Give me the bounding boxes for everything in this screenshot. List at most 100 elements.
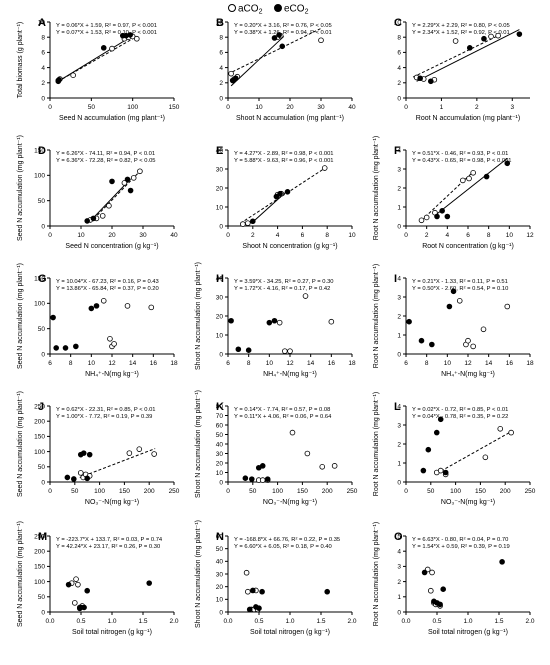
point-eco2 [264,476,271,482]
equation-eco2: Y = 13.86*X - 65.84, R² = 0.37, P = 0.20 [56,286,159,292]
x-tick-label: 1.5 [138,618,147,625]
point-eco2 [276,32,282,38]
point-eco2 [50,314,56,321]
point-aco2 [429,569,435,576]
equation-eco2: Y = 0.43*X - 0.65, R² = 0.98, P < 0.001 [412,158,512,164]
point-aco2 [121,180,128,186]
point-aco2 [106,202,112,209]
y-tick-label: 0 [41,479,45,486]
point-eco2 [437,416,444,423]
point-eco2 [324,588,331,595]
point-aco2 [470,170,476,176]
y-tick-label: 3 [397,294,401,301]
point-eco2 [516,31,523,37]
y-tick-label: 30 [216,294,224,301]
y-tick-label: 1 [397,460,401,467]
y-axis-label: Seed N accumulation (mg plant⁻¹) [17,521,24,627]
equation-aco2: Y = 0.06*X + 1.59, R² = 0.97, P < 0.001 [56,23,157,29]
panel-letter: D [38,145,46,157]
y-tick-label: 200 [34,419,45,426]
x-tick-label: 1.5 [494,618,503,625]
point-eco2 [124,176,131,183]
point-eco2 [259,463,266,469]
y-axis-label: Total biomass (g plant⁻¹) [17,22,24,98]
point-eco2 [88,305,95,312]
chart-panel-o: 0.0 0.5 1.0 1.5 2.0 0 1 2 3 4 5O Soil total nitroge… [373,522,535,636]
y-tick-label: 6 [397,50,401,57]
point-eco2 [64,474,71,481]
y-tick-label: 0 [219,351,223,358]
x-axis-label: Seed N concentration (g kg⁻¹) [65,243,158,250]
point-aco2 [328,318,335,325]
panel-letter: N [216,531,224,543]
equation-aco2: Y = 3.59*X - 34.25, R² = 0.27, P = 0.30 [234,279,334,285]
panel-letter: L [394,401,401,413]
point-eco2 [406,318,412,325]
x-axis-label: Soil total nitrogen (g kg⁻¹) [250,629,330,636]
x-tick-label: 12 [108,360,116,367]
y-tick-label: 150 [34,434,45,441]
equation-eco2: Y = 2.34*X + 1.52, R² = 0.92, P < 0.01 [412,30,510,36]
point-aco2 [100,297,107,304]
y-tick-label: 4 [397,65,401,72]
panel-letter: E [216,145,223,157]
point-eco2 [100,45,107,51]
y-tick-label: 0 [219,479,223,486]
x-tick-label: 20 [108,232,116,239]
equation-eco2: Y = 0.50*X - 2.60, R² = 0.54, P = 0.10 [412,286,508,292]
point-eco2 [250,218,256,225]
equation-aco2: Y = 0.20*X + 3.16, R² = 0.76, P < 0.05 [234,23,332,29]
x-tick-label: 50 [71,488,79,495]
y-tick-label: 4 [219,65,223,72]
x-axis-label: Shoot N accumulation (mg plant⁻¹) [236,115,344,122]
x-axis-label: Soil total nitrogen (g kg⁻¹) [428,629,508,636]
x-tick-label: 6 [466,232,470,239]
point-eco2 [81,604,87,611]
y-tick-label: 150 [34,564,45,571]
y-tick-label: 0 [397,351,401,358]
panel-letter: O [394,531,403,543]
panel-letter: F [394,145,401,157]
y-tick-label: 8 [219,35,223,42]
x-tick-label: 0 [226,104,230,111]
x-axis-label: NO₃⁻-N(mg kg⁻¹) [263,499,317,506]
x-tick-label: 0 [404,232,408,239]
x-tick-label: 18 [348,360,356,367]
y-tick-label: 150 [34,147,45,154]
x-tick-label: 100 [450,488,461,495]
equation-eco2: Y = 6.60*X + 6.05, R² = 0.18, P = 0.40 [234,544,332,550]
x-tick-label: 150 [297,488,308,495]
point-eco2 [245,347,252,354]
y-tick-label: 0 [397,479,401,486]
x-tick-label: 30 [139,232,147,239]
legend-label-aco2: aCO2 [238,4,263,16]
y-tick-label: 4 [397,403,401,410]
chart-panel-a: 0 50 100 150 0 2 4 6 8 10A Seed N accumulation (mg… [17,17,180,122]
equation-eco2: Y = 1.72*X - 4.16, R² = 0.17, P = 0.42 [234,286,330,292]
x-tick-label: 150 [475,488,486,495]
x-tick-label: 1 [440,104,444,111]
x-tick-label: 50 [249,488,257,495]
x-tick-label: 150 [169,104,180,111]
y-tick-label: 50 [38,464,46,471]
x-tick-label: 4 [276,232,280,239]
point-aco2 [73,576,79,582]
fit-line-aco2 [436,431,512,474]
point-aco2 [245,220,251,226]
x-tick-label: 2.0 [169,618,178,625]
point-aco2 [287,348,293,354]
y-axis-label: Shoot N accumulation (mg plant⁻¹) [195,390,202,498]
point-aco2 [276,319,283,326]
x-tick-label: 2.0 [347,618,356,625]
point-aco2 [151,451,157,457]
chart-panel-h: 6 8 10 12 14 16 18 0 10 20 30 40H NH₄⁺-N(mg kg⁻¹) Sho… [195,262,356,378]
x-tick-label: 0 [404,488,408,495]
y-tick-label: 60 [216,422,224,429]
fit-line-eco2 [436,157,508,215]
point-eco2 [279,43,286,50]
y-tick-label: 150 [34,275,45,282]
point-eco2 [84,475,90,482]
point-aco2 [319,463,326,470]
